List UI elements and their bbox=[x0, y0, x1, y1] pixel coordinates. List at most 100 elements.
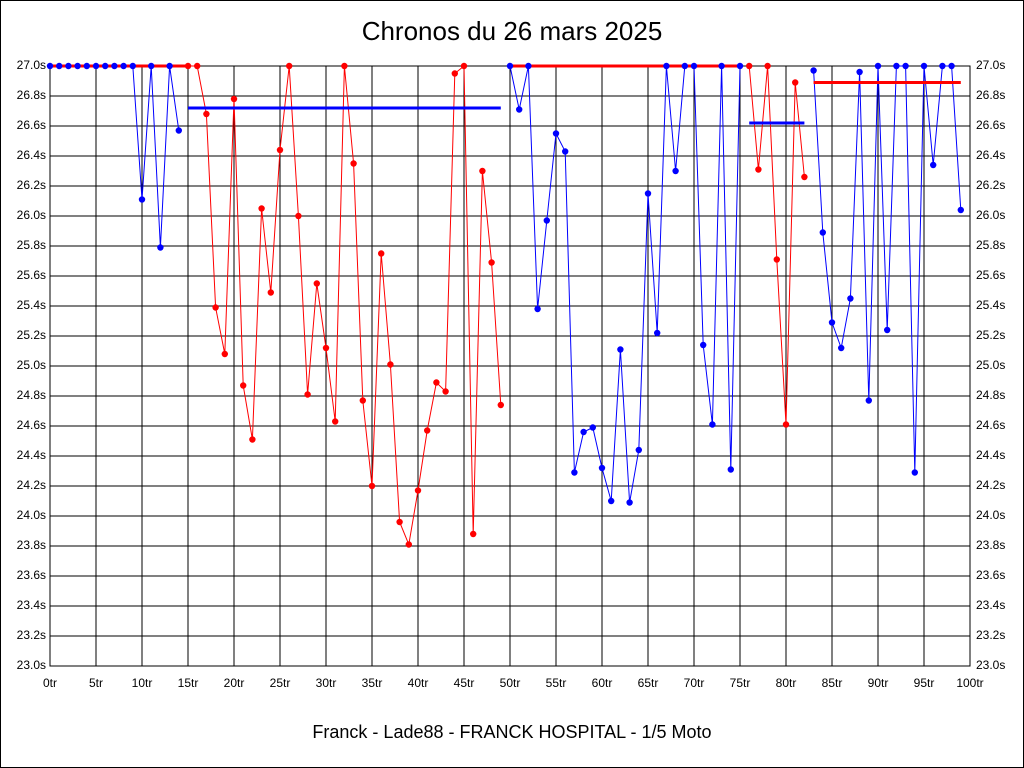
y-tick-label-right: 25.0s bbox=[976, 358, 1005, 372]
lap-point bbox=[663, 62, 670, 70]
x-tick-label: 35tr bbox=[362, 676, 383, 690]
lap-point bbox=[608, 497, 615, 505]
lap-point bbox=[617, 346, 624, 353]
lap-point bbox=[580, 428, 587, 436]
y-tick-label: 24.6s bbox=[17, 418, 46, 432]
lap-point bbox=[120, 62, 127, 70]
y-tick-label-right: 23.0s bbox=[976, 658, 1005, 672]
x-tick-label: 55tr bbox=[546, 676, 567, 690]
y-tick-label: 25.4s bbox=[17, 298, 46, 312]
lap-point bbox=[920, 62, 928, 70]
y-tick-label-right: 26.2s bbox=[976, 178, 1005, 192]
lap-point bbox=[83, 62, 91, 70]
y-tick-label-right: 26.8s bbox=[976, 88, 1005, 102]
lap-point bbox=[460, 62, 468, 70]
lap-point bbox=[626, 499, 633, 506]
lap-point bbox=[948, 62, 955, 70]
x-tick-label: 90tr bbox=[868, 676, 889, 690]
x-tick-label: 40tr bbox=[408, 676, 429, 690]
lap-point bbox=[341, 62, 348, 70]
lap-point bbox=[598, 464, 606, 472]
x-tick-label: 75tr bbox=[730, 676, 751, 690]
y-tick-label-right: 26.4s bbox=[976, 148, 1005, 162]
x-tick-label: 20tr bbox=[224, 676, 245, 690]
lap-point bbox=[690, 62, 698, 70]
x-tick-label: 0tr bbox=[43, 676, 57, 690]
y-tick-label: 23.2s bbox=[17, 628, 46, 642]
lap-point bbox=[534, 305, 541, 313]
lap-point bbox=[46, 62, 54, 70]
lap-point bbox=[258, 205, 265, 212]
y-tick-label: 23.4s bbox=[17, 598, 46, 612]
lap-point bbox=[332, 418, 339, 425]
lap-point bbox=[249, 436, 256, 443]
lap-point bbox=[589, 424, 596, 431]
chart-footer: Franck - Lade88 - FRANCK HOSPITAL - 1/5 … bbox=[312, 722, 711, 742]
lap-point bbox=[433, 379, 440, 386]
lap-point bbox=[175, 127, 182, 134]
y-tick-label: 26.0s bbox=[17, 208, 46, 222]
lap-point bbox=[782, 421, 790, 428]
lap-point bbox=[746, 62, 753, 70]
lap-point bbox=[874, 62, 882, 70]
lap-point bbox=[387, 361, 394, 368]
y-tick-label-right: 24.2s bbox=[976, 478, 1005, 492]
x-tick-label: 70tr bbox=[684, 676, 705, 690]
lap-point bbox=[414, 487, 422, 494]
lap-point bbox=[240, 382, 247, 389]
lap-point bbox=[203, 110, 210, 118]
lap-point bbox=[92, 62, 100, 70]
lap-point bbox=[801, 173, 808, 181]
y-tick-label: 23.6s bbox=[17, 568, 46, 582]
y-tick-label-right: 26.6s bbox=[976, 118, 1005, 132]
lap-point bbox=[230, 95, 238, 103]
y-tick-label-right: 24.4s bbox=[976, 448, 1005, 462]
lap-point bbox=[884, 326, 891, 334]
series-line bbox=[509, 65, 741, 503]
lap-point bbox=[350, 160, 357, 167]
y-tick-label: 26.4s bbox=[17, 148, 46, 162]
y-tick-label: 26.6s bbox=[17, 118, 46, 132]
lap-point bbox=[635, 446, 642, 454]
lap-point bbox=[865, 397, 872, 404]
y-tick-label-right: 25.8s bbox=[976, 238, 1005, 252]
x-tick-label: 95tr bbox=[914, 676, 935, 690]
x-tick-label: 45tr bbox=[454, 676, 475, 690]
y-tick-label-right: 23.8s bbox=[976, 538, 1005, 552]
lap-point bbox=[65, 62, 72, 70]
lap-point bbox=[267, 289, 274, 296]
y-tick-label: 24.2s bbox=[17, 478, 46, 492]
x-tick-label: 60tr bbox=[592, 676, 613, 690]
y-tick-label-right: 26.0s bbox=[976, 208, 1005, 222]
lap-point bbox=[792, 79, 799, 86]
y-tick-label: 26.2s bbox=[17, 178, 46, 192]
y-tick-label-right: 24.0s bbox=[976, 508, 1005, 522]
lap-point bbox=[516, 106, 523, 113]
x-tick-label: 30tr bbox=[316, 676, 337, 690]
y-tick-label-right: 23.2s bbox=[976, 628, 1005, 642]
lap-point bbox=[727, 466, 734, 473]
lap-point bbox=[654, 329, 661, 337]
lap-point bbox=[221, 350, 228, 358]
y-tick-label: 24.4s bbox=[17, 448, 46, 462]
lap-point bbox=[957, 206, 964, 214]
lap-point bbox=[497, 401, 504, 409]
lap-point bbox=[378, 250, 385, 257]
x-tick-label: 50tr bbox=[500, 676, 521, 690]
lap-point bbox=[56, 62, 63, 70]
lap-point bbox=[111, 62, 118, 70]
lap-point bbox=[396, 518, 403, 526]
lap-point bbox=[212, 304, 219, 311]
lap-point bbox=[488, 259, 495, 266]
y-tick-label: 23.8s bbox=[17, 538, 46, 552]
lap-point bbox=[672, 167, 679, 175]
lap-point bbox=[184, 62, 192, 70]
lap-point bbox=[424, 427, 431, 434]
lap-point bbox=[911, 469, 918, 476]
lap-point bbox=[102, 62, 109, 70]
y-tick-label: 24.0s bbox=[17, 508, 46, 522]
x-tick-label: 80tr bbox=[776, 676, 797, 690]
y-tick-label-right: 23.6s bbox=[976, 568, 1005, 582]
x-tick-label: 5tr bbox=[89, 676, 103, 690]
x-tick-label: 85tr bbox=[822, 676, 843, 690]
